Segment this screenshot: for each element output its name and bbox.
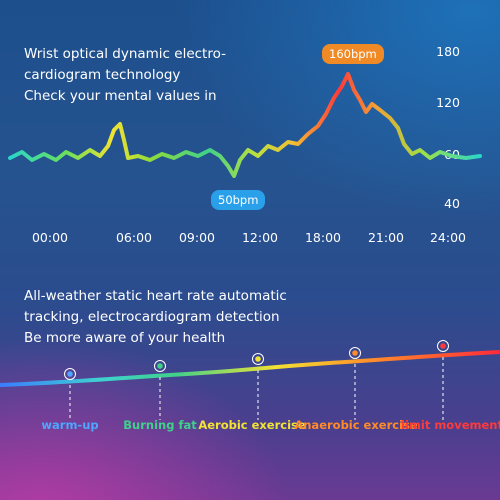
marker-dot-warm-up: [67, 371, 73, 377]
marker-ring-anaerobic: [349, 347, 361, 359]
marker-dot-anaerobic: [352, 350, 358, 356]
zone-markers: [64, 340, 449, 420]
tracking-text: All-weather static heart rate automatic …: [24, 286, 287, 349]
intro-line-2: cardiogram technology: [24, 67, 181, 83]
marker-dot-aerobic: [255, 356, 261, 362]
y-tick-180: 180: [436, 44, 460, 59]
zone-label-warm-up: warm-up: [41, 418, 99, 432]
x-tick-2100: 21:00: [367, 230, 405, 245]
marker-ring-warm-up: [64, 368, 76, 380]
marker-ring-aerobic: [252, 353, 264, 365]
intensity-line: [0, 350, 500, 387]
intro-line-1: Wrist optical dynamic electro-: [24, 46, 226, 62]
max-bpm-badge: 160bpm: [322, 44, 384, 64]
tracking-line-1: All-weather static heart rate automatic: [24, 288, 287, 304]
marker-ring-limit: [437, 340, 449, 352]
zone-label-anaerobic: Anaerobic exercise: [294, 418, 418, 432]
y-tick-40: 40: [444, 196, 460, 211]
x-tick-0900: 09:00: [178, 230, 216, 245]
zone-label-burning-fat: Burning fat: [123, 418, 197, 432]
zone-label-limit: limit movement: [401, 418, 500, 432]
min-bpm-badge: 50bpm: [211, 190, 266, 210]
heart-rate-curve: [8, 72, 482, 178]
marker-dot-limit: [440, 343, 446, 349]
x-tick-1200: 12:00: [241, 230, 279, 245]
x-tick-0000: 00:00: [31, 230, 69, 245]
intro-line-3: Check your mental values in: [24, 88, 217, 104]
marker-dot-burning-fat: [157, 363, 163, 369]
marker-ring-burning-fat: [154, 360, 166, 372]
intro-text: Wrist optical dynamic electro- cardiogra…: [24, 44, 226, 107]
x-tick-0600: 06:00: [115, 230, 153, 245]
x-tick-2400: 24:00: [429, 230, 467, 245]
tracking-line-3: Be more aware of your health: [24, 330, 226, 346]
y-tick-120: 120: [436, 95, 460, 110]
x-tick-1800: 18:00: [304, 230, 342, 245]
tracking-line-2: tracking, electrocardiogram detection: [24, 309, 280, 325]
zone-label-aerobic: Aerobic exercise: [198, 418, 306, 432]
